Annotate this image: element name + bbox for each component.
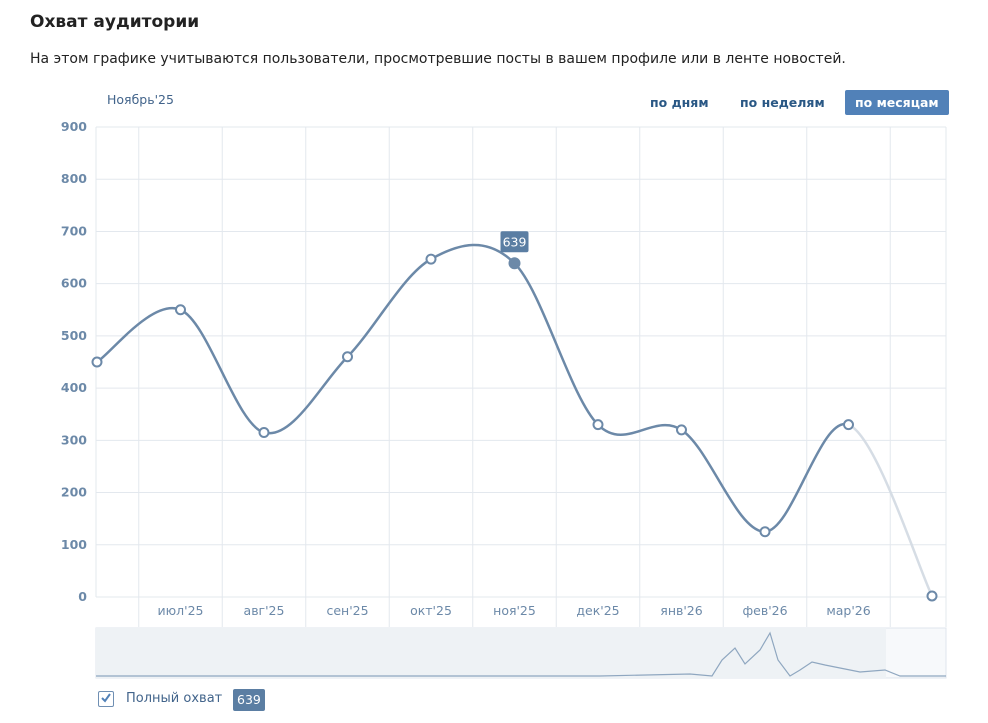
data-point [676,424,687,436]
data-point [592,419,604,431]
full-reach-checkbox[interactable] [98,691,114,707]
x-tick-label: июл'25 [158,603,204,618]
y-tick-label: 0 [78,589,87,604]
reach-line-chart: 0 100 200 300 400 500 600 700 800 900 июл'25 авг'2… [61,119,947,679]
y-tick-label: 500 [61,328,87,343]
data-point [843,419,854,431]
legend-value-badge: 639 [233,689,265,711]
x-tick-label: янв'26 [660,603,702,618]
data-point [759,526,771,538]
y-tick-label: 200 [61,485,87,500]
chart-description: На этом графике учитываются пользователи… [30,51,846,67]
plot-area [96,127,946,597]
data-point [91,356,103,368]
tooltip-value: 639 [503,234,527,249]
series-points [91,253,938,602]
data-point [258,427,270,438]
y-tick-label: 900 [61,119,87,134]
series-projection-line [847,423,934,597]
x-tick-label: дек'25 [576,603,619,618]
tooltip-box [500,231,529,253]
mode-button-days[interactable]: по дням [650,95,709,110]
x-tick-label: сен'25 [326,603,368,618]
data-point [508,257,521,270]
y-axis: 0 100 200 300 400 500 600 700 800 900 [61,119,87,604]
x-axis: июл'25 авг'25 сен'25 окт'25 ноя'25 дек'25 янв'… [158,603,871,618]
y-tick-label: 400 [61,380,87,395]
mode-button-weeks[interactable]: по неделям [740,95,825,110]
y-tick-label: 300 [61,432,87,447]
current-period-label: Ноябрь'25 [107,92,174,107]
data-point [175,304,186,316]
x-tick-label: фев'26 [742,603,787,618]
value-tooltip: 639 [500,231,529,253]
y-tick-label: 800 [61,171,87,186]
range-navigator[interactable] [95,627,947,679]
legend-label: Полный охват [126,691,223,706]
y-tick-label: 100 [61,537,87,552]
data-point [425,253,437,265]
y-tick-label: 600 [61,276,87,291]
series-line-path [96,243,849,533]
x-tick-label: ноя'25 [493,603,536,618]
x-tick-label: мар'26 [826,603,870,618]
data-point [926,590,938,602]
grid [95,126,947,627]
series-line [96,243,934,597]
navigator-sparkline [96,631,946,677]
y-tick-label: 700 [61,223,87,238]
data-point [342,351,353,363]
x-tick-label: окт'25 [410,603,452,618]
mode-button-months[interactable]: по месяцам [845,90,949,115]
check-icon [101,693,111,703]
navigator-selection[interactable] [96,628,886,678]
page-title: Охват аудитории [30,12,200,32]
x-tick-label: авг'25 [244,603,285,618]
